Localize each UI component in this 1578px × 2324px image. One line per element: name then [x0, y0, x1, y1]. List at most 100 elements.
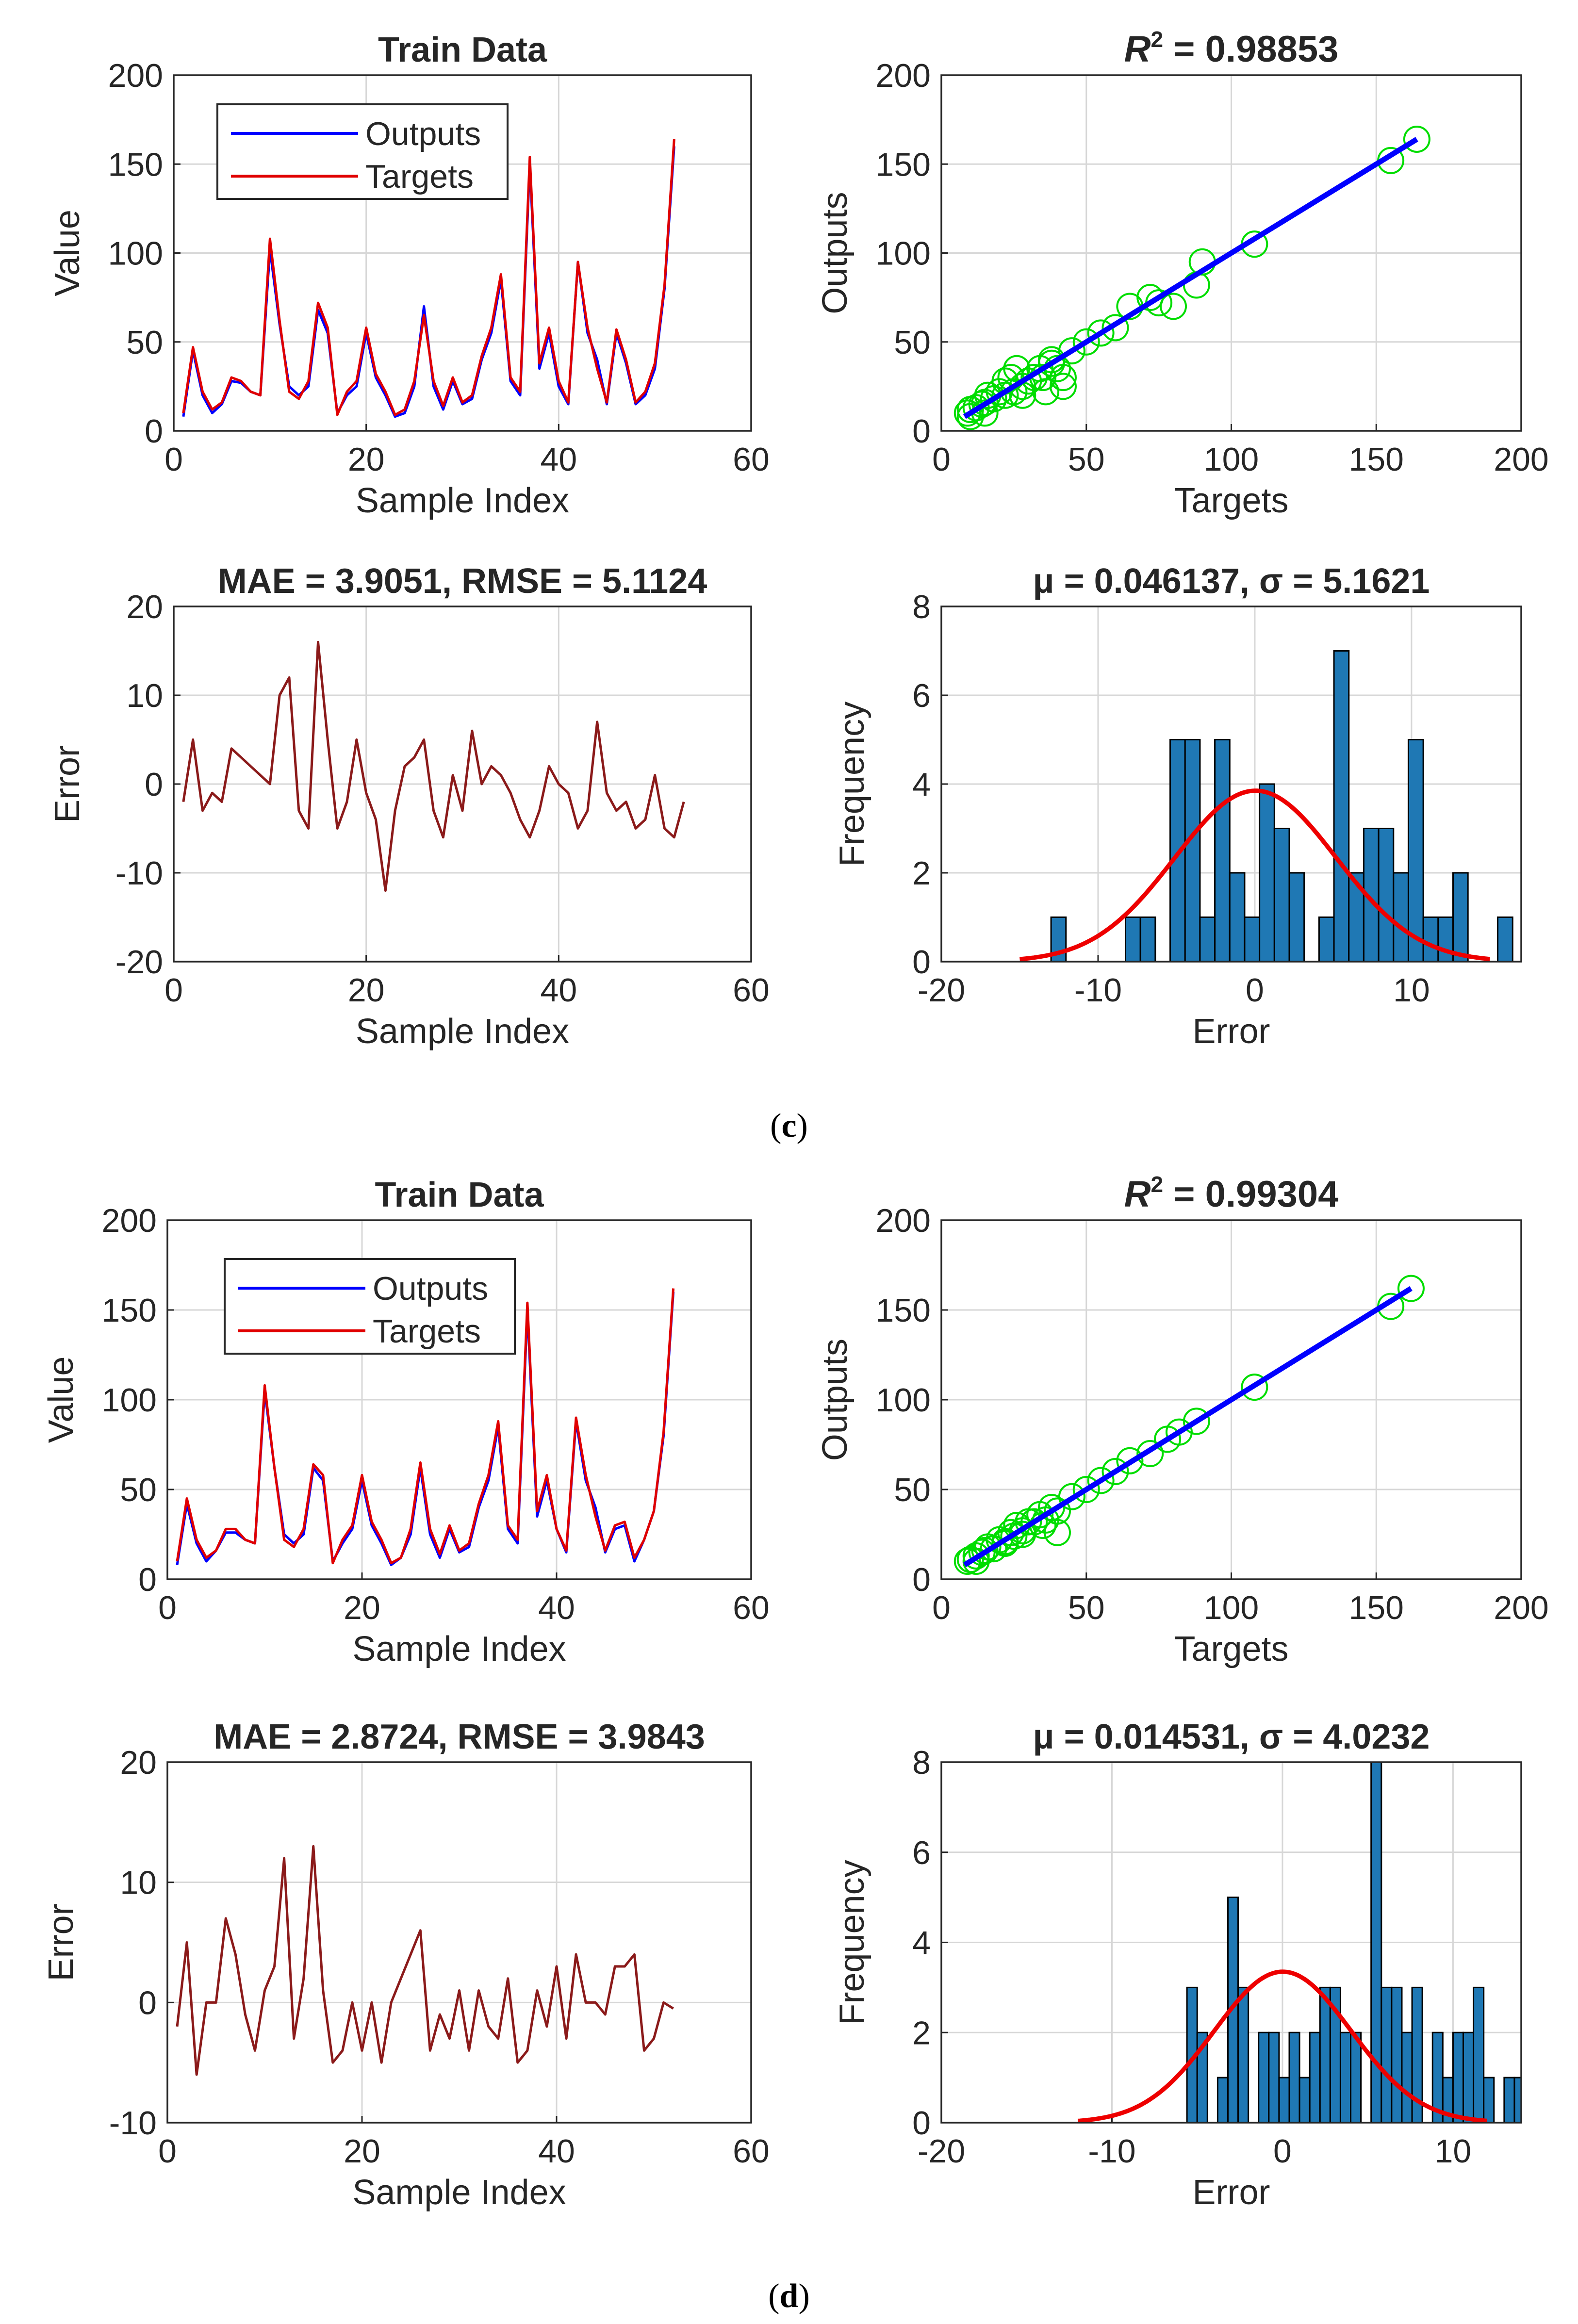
y-tick-label: 0 [912, 2105, 931, 2142]
y-tick-label: 0 [145, 413, 163, 450]
hist-bar [1452, 872, 1469, 962]
hist-bar [1513, 2077, 1521, 2123]
hist-bar [1503, 2077, 1515, 2123]
hist-bar [1452, 2031, 1464, 2123]
title-r: R [1124, 1174, 1151, 1215]
caption-paren: ( [770, 1107, 781, 1145]
title-superscript: 2 [1151, 1172, 1163, 1197]
series-line-targets [176, 1288, 675, 1565]
y-tick-label: 0 [138, 1561, 157, 1598]
chart-title: Train Data [378, 31, 547, 69]
hist-bar [1333, 650, 1350, 962]
hist-bar [1535, 2032, 1545, 2123]
x-tick-label: 0 [1273, 2133, 1292, 2170]
y-tick-label: 150 [876, 146, 931, 183]
hist-bar [1199, 917, 1216, 962]
scatter-point [956, 403, 984, 430]
hist-bar [1258, 2031, 1270, 2123]
hist-bar [1370, 1762, 1382, 2123]
hist-bar [1273, 828, 1290, 962]
hist-bar [1407, 739, 1424, 962]
x-tick-label: -20 [918, 972, 965, 1009]
scatter-point [1087, 1467, 1115, 1494]
legend-box [216, 103, 509, 200]
y-tick-label: 8 [912, 589, 931, 625]
x-tick-label: 10 [1435, 2133, 1472, 2170]
y-tick-label: -10 [109, 2105, 157, 2142]
scatter-point [1183, 1407, 1210, 1435]
title-r: R [1124, 29, 1151, 70]
scatter-point [1044, 1519, 1071, 1546]
chart-title: R2 = 0.98853 [1124, 27, 1339, 70]
hist-bar [1288, 872, 1305, 962]
y-axis-label: Frequency [833, 702, 871, 867]
hist-bar [1216, 2077, 1229, 2123]
y-tick-label: 8 [912, 1744, 931, 1781]
scatter-point [1032, 378, 1060, 406]
legend-label-targets: Targets [373, 1313, 481, 1350]
x-tick-label: 200 [1494, 441, 1548, 478]
scatter-point [971, 1537, 999, 1564]
plot-content [176, 1288, 675, 1566]
x-tick-label: -10 [1088, 2133, 1135, 2170]
plot-content [182, 640, 685, 892]
hist-bar [1411, 1986, 1423, 2123]
scatter-point [1044, 1497, 1071, 1525]
chart-d-regression: 0 50 100 150 200 0 50 100 150 200 R2 = 0.99304 Targ… [816, 1172, 1549, 1669]
plot-content [953, 125, 1430, 430]
y-tick-label: 50 [126, 324, 163, 361]
y-tick-label: 200 [108, 57, 163, 94]
axes-box [940, 1219, 1522, 1580]
chart-title: μ = 0.046137, σ = 5.1621 [1033, 562, 1430, 601]
x-tick-label: 100 [1204, 1589, 1259, 1626]
y-axis-label: Value [42, 1357, 81, 1443]
normal-fit-curve [1019, 788, 1490, 962]
y-tick-label: 200 [102, 1202, 157, 1239]
scatter-point [1087, 319, 1115, 347]
chart-title: R2 = 0.99304 [1124, 1172, 1339, 1215]
hist-bar [1259, 783, 1275, 962]
chart-title: MAE = 2.8724, RMSE = 3.9843 [214, 1718, 705, 1756]
axes-box [173, 606, 752, 963]
x-tick-label: 0 [164, 972, 183, 1009]
x-tick-label: 20 [344, 1589, 380, 1626]
hist-bar [1422, 917, 1439, 962]
x-tick-label: 200 [1494, 1589, 1548, 1626]
x-tick-label: 100 [1204, 441, 1259, 478]
y-tick-label: 150 [876, 1292, 931, 1329]
axes-box [173, 74, 752, 432]
scatter-point [1101, 314, 1129, 342]
hist-bar [1244, 917, 1261, 962]
plot-content [953, 1275, 1425, 1575]
plot-content [182, 139, 675, 418]
hist-bar [1528, 917, 1543, 962]
scatter-point [1241, 1374, 1268, 1401]
y-tick-label: 200 [876, 57, 931, 94]
y-axis-label: Outputs [816, 1339, 855, 1461]
caption-paren: ) [798, 2277, 809, 2315]
x-tick-label: 60 [733, 2133, 770, 2170]
y-tick-label: 20 [126, 589, 163, 625]
legend: Outputs Targets [224, 1258, 516, 1355]
y-tick-label: 6 [912, 1834, 931, 1871]
y-tick-label: 4 [912, 766, 931, 803]
x-tick-label: 0 [164, 441, 183, 478]
x-tick-label: 40 [541, 441, 577, 478]
x-tick-label: 40 [538, 1589, 575, 1626]
scatter-point [962, 1548, 990, 1575]
x-axis-label: Sample Index [356, 1012, 569, 1051]
series-line-error [176, 1845, 674, 2076]
caption-paren: ( [768, 2277, 779, 2315]
scatter-point [991, 1530, 1019, 1557]
hist-bar [1184, 739, 1201, 962]
chart-title: μ = 0.014531, σ = 4.0232 [1033, 1718, 1430, 1756]
x-axis-label: Sample Index [356, 481, 569, 520]
hist-bar [1124, 917, 1141, 962]
chart-c-error: 0 20 40 60 -20 -10 0 10 20 MAE = 3.9051, RMSE = 5… [48, 562, 770, 1051]
figure-caption: (d) [768, 2277, 810, 2315]
plot-content [1077, 1762, 1545, 2123]
x-tick-label: 50 [1068, 441, 1105, 478]
hist-bar [1196, 2031, 1208, 2123]
y-tick-label: 100 [108, 235, 163, 272]
